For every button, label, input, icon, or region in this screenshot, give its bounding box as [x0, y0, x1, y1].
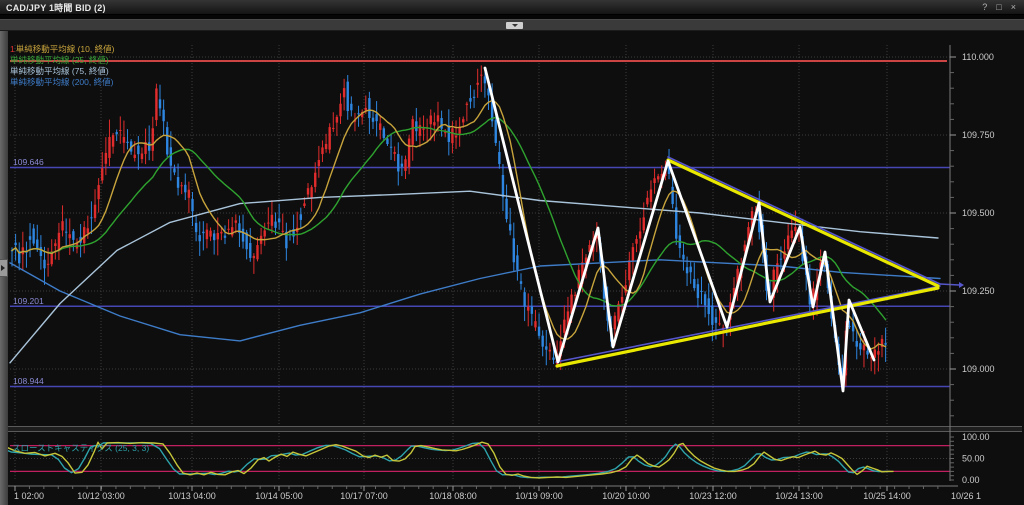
sma-200-line: [9, 259, 941, 342]
time-axis-label: 10/17 07:00: [340, 491, 388, 501]
panel-expand-button[interactable]: [0, 259, 8, 277]
white-zigzag-pattern: [483, 66, 876, 393]
legend-sma25: 単純移動平均線 (25, 終値): [10, 55, 109, 65]
price-axis-label: 110.000: [962, 52, 994, 62]
toolbar-strip: [0, 19, 1024, 31]
chevron-down-icon: [512, 24, 518, 27]
chevron-right-icon: [1, 265, 5, 271]
time-axis-label: 10/23 12:00: [689, 491, 737, 501]
time-axis-label: 1 02:00: [14, 491, 44, 501]
time-axis-label: 10/20 10:00: [602, 491, 650, 501]
time-axis-label: 10/14 05:00: [255, 491, 303, 501]
time-axis-label: 10/24 13:00: [775, 491, 823, 501]
legend-prefix: 1: [10, 44, 15, 54]
toolbar-collapse-button[interactable]: [506, 22, 523, 29]
price-axis-label: 109.750: [962, 130, 995, 140]
legend-sma75: 単純移動平均線 (75, 終値): [10, 66, 109, 76]
stoch-axis-label: 100.00: [962, 432, 990, 442]
left-panel-strip[interactable]: [0, 29, 8, 505]
triangle-yellow-lower: [555, 286, 940, 368]
time-axis[interactable]: 1 02:00 10/12 03:00 10/13 04:00 10/14 05:00…: [8, 485, 981, 501]
price-axis[interactable]: 110.000 109.750 109.500 109.250 109.000 100.0…: [949, 45, 995, 485]
sma-10-line: [11, 99, 887, 350]
window-title: CAD/JPY 1時間 BID (2): [6, 2, 106, 13]
price-axis-label: 109.250: [962, 286, 995, 296]
chart-background: [8, 29, 1024, 505]
maximize-button[interactable]: □: [996, 2, 1002, 12]
stochastic-legend: スローストキャスティクス (25, 3, 3): [12, 443, 150, 453]
pane-splitter[interactable]: [8, 426, 1022, 432]
time-axis-label: 10/12 03:00: [77, 491, 125, 501]
time-axis-label: 10/26 1: [951, 491, 981, 501]
sma-75-line: [9, 190, 939, 364]
window-titlebar[interactable]: CAD/JPY 1時間 BID (2) ? □ ×: [0, 0, 1024, 15]
hline-label-109201: 109.201: [13, 296, 44, 306]
hline-label-108944: 108.944: [13, 376, 44, 386]
stoch-axis-label: 0.00: [962, 475, 980, 485]
ma-legend: 1単純移動平均線 (10, 終値) 単純移動平均線 (25, 終値) 単純移動平…: [10, 44, 114, 88]
stoch-axis-label: 50.00: [962, 454, 985, 464]
time-axis-label: 10/25 14:00: [863, 491, 911, 501]
hline-label-109646: 109.646: [13, 157, 44, 167]
price-axis-label: 109.000: [962, 364, 995, 374]
triangle-purple-lower: [555, 285, 941, 363]
stoch-k-line: [3, 442, 891, 479]
time-axis-label: 10/19 09:00: [515, 491, 563, 501]
time-axis-label: 10/13 04:00: [168, 491, 216, 501]
stoch-d-line: [7, 441, 894, 479]
trendline-arrow-head: [959, 282, 964, 288]
triangle-purple-upper: [667, 156, 941, 285]
legend-sma10: 単純移動平均線 (10, 終値): [15, 44, 115, 54]
close-button[interactable]: ×: [1010, 2, 1016, 12]
triangle-yellow-upper: [666, 158, 940, 288]
titlebar-gap: [0, 15, 1024, 19]
sma-25-line: [11, 116, 887, 321]
time-axis-label: 10/18 08:00: [429, 491, 477, 501]
price-axis-label: 109.500: [962, 208, 995, 218]
help-button[interactable]: ?: [982, 2, 988, 12]
legend-sma200: 単純移動平均線 (200, 終値): [10, 77, 114, 87]
